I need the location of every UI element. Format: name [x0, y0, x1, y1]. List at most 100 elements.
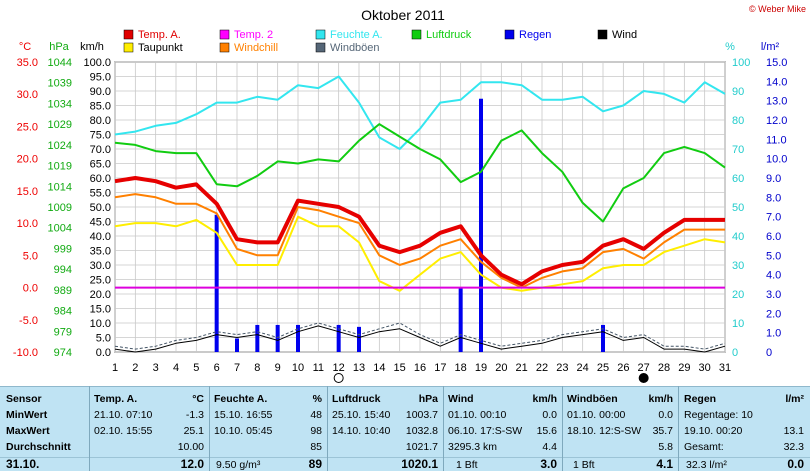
- gust-current: 4.1: [656, 457, 673, 471]
- rain-bar: [296, 324, 300, 352]
- tick-label-rain: 6.0: [766, 231, 781, 243]
- rain-bar: [214, 214, 219, 352]
- gust-bft: 1 Bft: [573, 459, 595, 471]
- x-tick-label: 18: [455, 362, 467, 374]
- x-tick-label: 1: [112, 362, 118, 374]
- press-min: 1003.7: [405, 409, 438, 421]
- plot-area: [114, 61, 726, 353]
- series-feuchte-a-: [114, 75, 726, 150]
- tick-label-pressure: 1014: [48, 181, 72, 193]
- tick-label-pressure: 979: [54, 326, 72, 338]
- legend-label: Temp. 2: [234, 29, 273, 41]
- legend-label: Wind: [612, 29, 637, 41]
- x-tick-label: 3: [153, 362, 159, 374]
- tick-label-speed: 90.0: [90, 86, 111, 98]
- header-gust: Windböen: [567, 393, 618, 405]
- axes: 35.030.025.020.015.010.05.00.0-5.0-10.01…: [13, 57, 787, 383]
- tick-label-humidity: 0: [732, 347, 738, 359]
- wind-max-time: 06.10. 17:S-SW: [448, 425, 523, 437]
- legend-swatch: [315, 42, 326, 53]
- press-min-time: 25.10. 15:40: [332, 409, 391, 421]
- header-press-unit: hPa: [418, 393, 438, 405]
- x-tick-label: 17: [434, 362, 446, 374]
- axis-units: °C hPa km/h% l/m²: [19, 41, 780, 53]
- wind-bft: 1 Bft: [456, 459, 478, 471]
- wind-current: 3.0: [540, 457, 557, 471]
- tick-label-rain: 8.0: [766, 192, 781, 204]
- tick-label-speed: 25.0: [90, 275, 111, 287]
- x-tick-label: 8: [254, 362, 260, 374]
- tick-label-temp: 25.0: [17, 121, 38, 133]
- rain-total: 32.3: [783, 441, 804, 453]
- series-windb-en: [114, 322, 726, 350]
- temp-max-time: 02.10. 15:55: [94, 425, 153, 437]
- series-temp-a-: [114, 176, 725, 287]
- tick-label-rain: 7.0: [766, 212, 781, 224]
- series-wind: [114, 325, 726, 353]
- hum-max: 98: [310, 425, 322, 437]
- legend-swatch: [597, 29, 608, 40]
- axis-unit: km/h: [80, 41, 104, 53]
- tick-label-humidity: 10: [732, 318, 744, 330]
- legend-label: Feuchte A.: [330, 29, 383, 41]
- x-tick-label: 28: [658, 362, 670, 374]
- tick-label-pressure: 1029: [48, 119, 72, 131]
- tick-label-humidity: 50: [732, 202, 744, 214]
- x-tick-label: 23: [556, 362, 568, 374]
- x-tick-label: 12: [333, 362, 345, 374]
- x-tick-label: 27: [638, 362, 650, 374]
- press-current: 1020.1: [401, 457, 438, 471]
- wind-avg: 4.4: [542, 441, 557, 453]
- tick-label-temp: 35.0: [17, 57, 38, 69]
- header-wind: Wind: [448, 393, 474, 405]
- legend: Temp. A. Temp. 2 Feuchte A. Luftdruck Regen W…: [123, 29, 637, 54]
- tick-label-humidity: 70: [732, 144, 744, 156]
- tick-label-speed: 95.0: [90, 72, 111, 84]
- header-press: Luftdruck: [332, 393, 381, 405]
- tick-label-temp: -10.0: [13, 347, 38, 359]
- x-tick-label: 25: [597, 362, 609, 374]
- series-windchill: [114, 193, 725, 289]
- rain-bar: [255, 324, 260, 352]
- rain-bar: [479, 98, 483, 352]
- tick-label-rain: 12.0: [766, 115, 787, 127]
- statistics-table: Sensor MinWert MaxWert Durchschnitt 31.1…: [0, 386, 810, 471]
- x-tick-label: 21: [516, 362, 528, 374]
- x-tick-label: 31: [719, 362, 731, 374]
- header-gust-unit: km/h: [648, 393, 673, 405]
- tick-label-rain: 4.0: [766, 270, 781, 282]
- moon-full-icon: [333, 373, 344, 383]
- label-max: MaxWert: [6, 425, 50, 437]
- axis-unit: %: [725, 41, 735, 53]
- legend-swatch: [315, 29, 326, 40]
- axis-unit: °C: [19, 41, 31, 53]
- legend-label: Regen: [519, 29, 551, 41]
- hum-avg: 85: [310, 441, 322, 453]
- x-tick-label: 16: [414, 362, 426, 374]
- gust-min-time: 01.10. 00:00: [567, 409, 626, 421]
- rain-days: Regentage: 10: [684, 409, 753, 421]
- legend-swatch: [411, 29, 422, 40]
- wind-min: 0.0: [542, 409, 557, 421]
- tick-label-pressure: 999: [54, 243, 72, 255]
- tick-label-humidity: 90: [732, 86, 744, 98]
- header-rain-unit: l/m²: [785, 393, 804, 405]
- x-tick-label: 9: [275, 362, 281, 374]
- tick-label-speed: 40.0: [90, 231, 111, 243]
- axis-unit: hPa: [49, 41, 69, 53]
- tick-label-humidity: 40: [732, 231, 744, 243]
- rain-current: 0.0: [787, 457, 804, 471]
- wind-distance: 3295.3 km: [448, 441, 498, 453]
- legend-label: Luftdruck: [426, 29, 472, 41]
- tick-label-pressure: 1039: [48, 78, 72, 90]
- hum-max-time: 10.10. 05:45: [214, 425, 273, 437]
- tick-label-speed: 100.0: [83, 57, 111, 69]
- axis-unit: l/m²: [761, 41, 780, 53]
- gust-avg: 5.8: [658, 441, 673, 453]
- gust-max-time: 18.10. 12:S-SW: [567, 425, 642, 437]
- tick-label-rain: 5.0: [766, 250, 781, 262]
- tick-label-speed: 60.0: [90, 173, 111, 185]
- x-tick-label: 6: [214, 362, 220, 374]
- wind-min-time: 01.10. 00:10: [448, 409, 507, 421]
- legend-swatch: [504, 29, 515, 40]
